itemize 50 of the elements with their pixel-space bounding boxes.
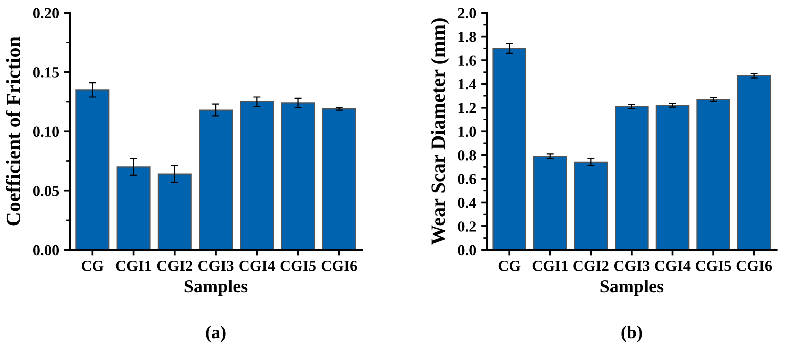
bar [574,162,608,250]
y-tick-label: 0.6 [458,174,476,185]
x-tick-label: CG [82,261,104,272]
bar [116,166,151,250]
x-axis-title: Samples [600,280,664,296]
x-tick-label: CGI4 [240,261,276,272]
bar [696,99,730,250]
bar [656,104,690,250]
x-tick-label: CG [498,261,521,272]
y-tick-label: 0.05 [33,186,60,196]
x-tick-label: CGI6 [322,261,358,272]
y-tick-label: 0.10 [33,126,60,138]
x-tick-label: CGI6 [736,261,772,272]
y-axis-title: Coefficient of Friction [6,36,20,226]
bar [158,174,192,250]
x-tick-label: CGI2 [157,261,192,272]
y-tick-label: 0.00 [33,245,60,256]
x-tick-label: CGI1 [532,261,568,272]
x-tick-label: CGI5 [696,261,732,272]
x-tick-label: CGI2 [574,261,609,272]
x-axis-title: Samples [184,280,248,296]
bar [281,102,316,250]
y-tick-label: 0.0 [458,245,476,256]
y-tick-label: 1.0 [458,126,476,138]
bar [199,110,234,250]
x-tick-label: CGI3 [614,261,650,272]
x-tick-label: CGI4 [655,261,691,272]
bar [534,156,568,250]
y-tick-label: 1.8 [458,32,476,42]
bar [240,101,274,250]
text: (b) [622,326,642,342]
text: (a) [206,326,226,342]
y-tick-label: 0.15 [33,68,60,78]
y-tick-label: 1.2 [458,103,476,114]
bar [737,75,772,250]
y-tick-label: 2.0 [458,8,476,19]
y-tick-label: 1.6 [458,56,476,66]
y-tick-label: 1.4 [458,79,476,90]
bar [492,48,526,250]
y-axis-title: Wear Scar Diameter (mm) [431,18,450,246]
y-tick-label: 0.8 [458,150,476,161]
y-tick-label: 0.2 [458,222,476,232]
y-tick-label: 0.4 [458,198,476,208]
x-tick-label: CGI5 [280,261,316,272]
x-tick-label: CGI3 [198,261,234,272]
x-tick-label: CGI1 [116,261,152,272]
y-tick-label: 0.20 [33,8,60,19]
bar [615,106,649,250]
bar [322,108,356,250]
bar [76,90,110,250]
